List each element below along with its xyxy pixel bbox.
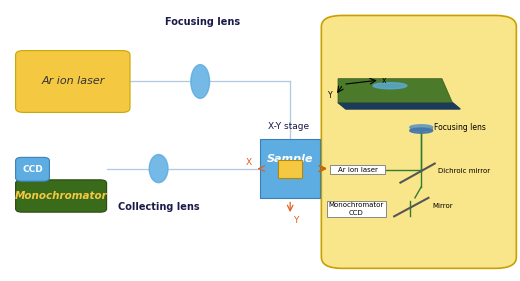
Text: Mirror: Mirror	[432, 203, 453, 209]
Text: Monochromator: Monochromator	[15, 191, 108, 201]
Polygon shape	[338, 79, 452, 103]
Bar	[327, 201, 386, 217]
Text: CCD: CCD	[22, 165, 43, 174]
FancyBboxPatch shape	[16, 157, 49, 181]
Bar	[260, 139, 320, 198]
Bar	[410, 127, 433, 131]
Text: Focusing lens: Focusing lens	[165, 17, 240, 28]
Text: Y: Y	[293, 216, 298, 225]
FancyBboxPatch shape	[16, 51, 130, 112]
Bar	[278, 160, 302, 178]
Text: X-Y stage: X-Y stage	[268, 122, 309, 131]
Ellipse shape	[410, 128, 433, 133]
Ellipse shape	[410, 125, 433, 130]
Text: Dichroic mirror: Dichroic mirror	[438, 168, 490, 175]
Text: X: X	[246, 158, 252, 167]
Text: Y: Y	[328, 90, 332, 99]
Text: Focusing lens: Focusing lens	[434, 123, 486, 132]
Bar	[330, 165, 385, 174]
Ellipse shape	[149, 155, 168, 183]
Text: Sample: Sample	[267, 154, 313, 164]
Text: Monochromator
CCD: Monochromator CCD	[329, 202, 384, 216]
Ellipse shape	[373, 83, 407, 89]
Text: x: x	[382, 76, 387, 85]
Polygon shape	[338, 103, 460, 109]
Text: Ar ion laser: Ar ion laser	[337, 167, 378, 173]
Ellipse shape	[191, 65, 210, 98]
FancyBboxPatch shape	[16, 180, 107, 212]
Text: Collecting lens: Collecting lens	[118, 201, 199, 212]
FancyBboxPatch shape	[321, 15, 516, 268]
Text: Ar ion laser: Ar ion laser	[41, 76, 105, 87]
